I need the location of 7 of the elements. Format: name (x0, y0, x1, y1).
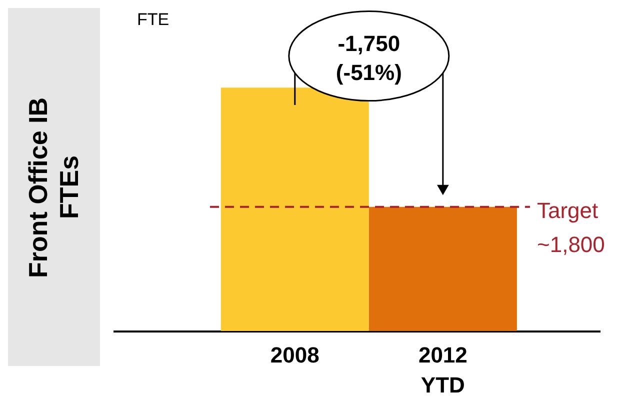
text: FTE (137, 10, 170, 29)
x-tick-label: 2012 YTD (418, 342, 468, 398)
ref-line-label: Target ~1,800 (537, 198, 605, 257)
text: -1,750 (-51%) (336, 31, 402, 85)
label-panel: Front Office IB FTEs (8, 8, 100, 366)
y-axis-title: Front Office IB FTEs (23, 96, 85, 280)
x-tick-label: 2008 (270, 342, 320, 368)
